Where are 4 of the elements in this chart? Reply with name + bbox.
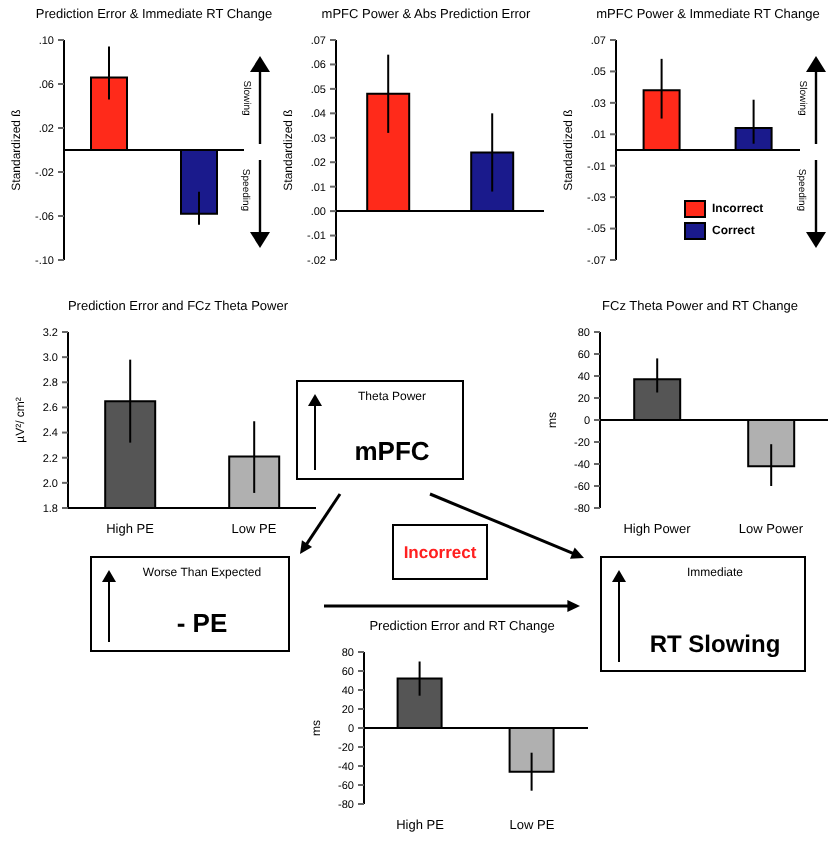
text: RT Slowing: [647, 630, 783, 658]
text: Incorrect: [392, 524, 488, 580]
text: - PE: [174, 608, 230, 638]
text: mPFC: [352, 436, 432, 466]
